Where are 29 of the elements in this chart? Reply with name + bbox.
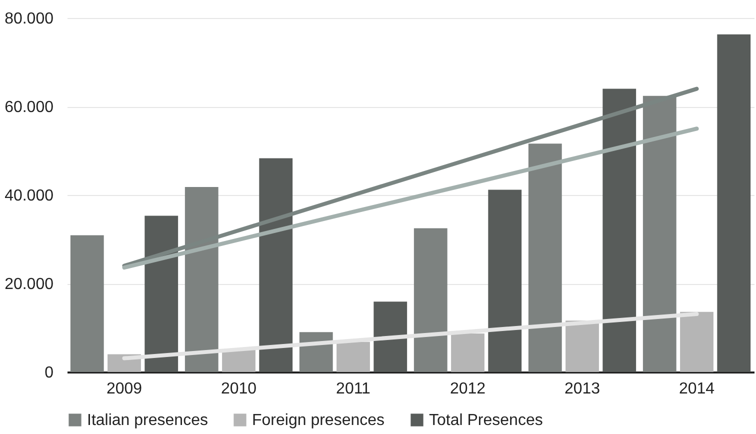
x-tick-label: 2011 xyxy=(336,380,371,398)
line-series xyxy=(122,312,699,360)
x-tick-label: 2010 xyxy=(220,380,257,398)
x-tick-label: 2012 xyxy=(450,380,486,398)
bar xyxy=(717,34,751,372)
x-tick-label: 2009 xyxy=(106,380,142,398)
line-series xyxy=(122,126,699,270)
bar xyxy=(414,228,448,372)
legend-label: Italian presences xyxy=(87,412,208,429)
y-tick-label: 80.000 xyxy=(4,10,54,28)
bar xyxy=(336,342,370,372)
bar xyxy=(144,216,178,372)
y-tick-label: 40.000 xyxy=(4,188,54,204)
x-tick-label: 2013 xyxy=(564,380,600,398)
bar xyxy=(680,312,714,372)
bar xyxy=(259,158,293,372)
legend-label: Foreign presences xyxy=(252,412,385,429)
bar xyxy=(222,350,256,372)
legend-label: Total Presences xyxy=(429,412,543,429)
bar xyxy=(566,320,599,372)
y-tick-label: 0 xyxy=(44,364,54,382)
bar xyxy=(451,334,484,372)
bar xyxy=(602,88,636,372)
y-tick-label: 60.000 xyxy=(4,99,54,116)
y-tick-label: 20.000 xyxy=(4,276,54,293)
bar xyxy=(70,235,104,372)
bar xyxy=(488,190,522,372)
x-tick-label: 2014 xyxy=(678,380,715,398)
bar xyxy=(374,302,408,372)
